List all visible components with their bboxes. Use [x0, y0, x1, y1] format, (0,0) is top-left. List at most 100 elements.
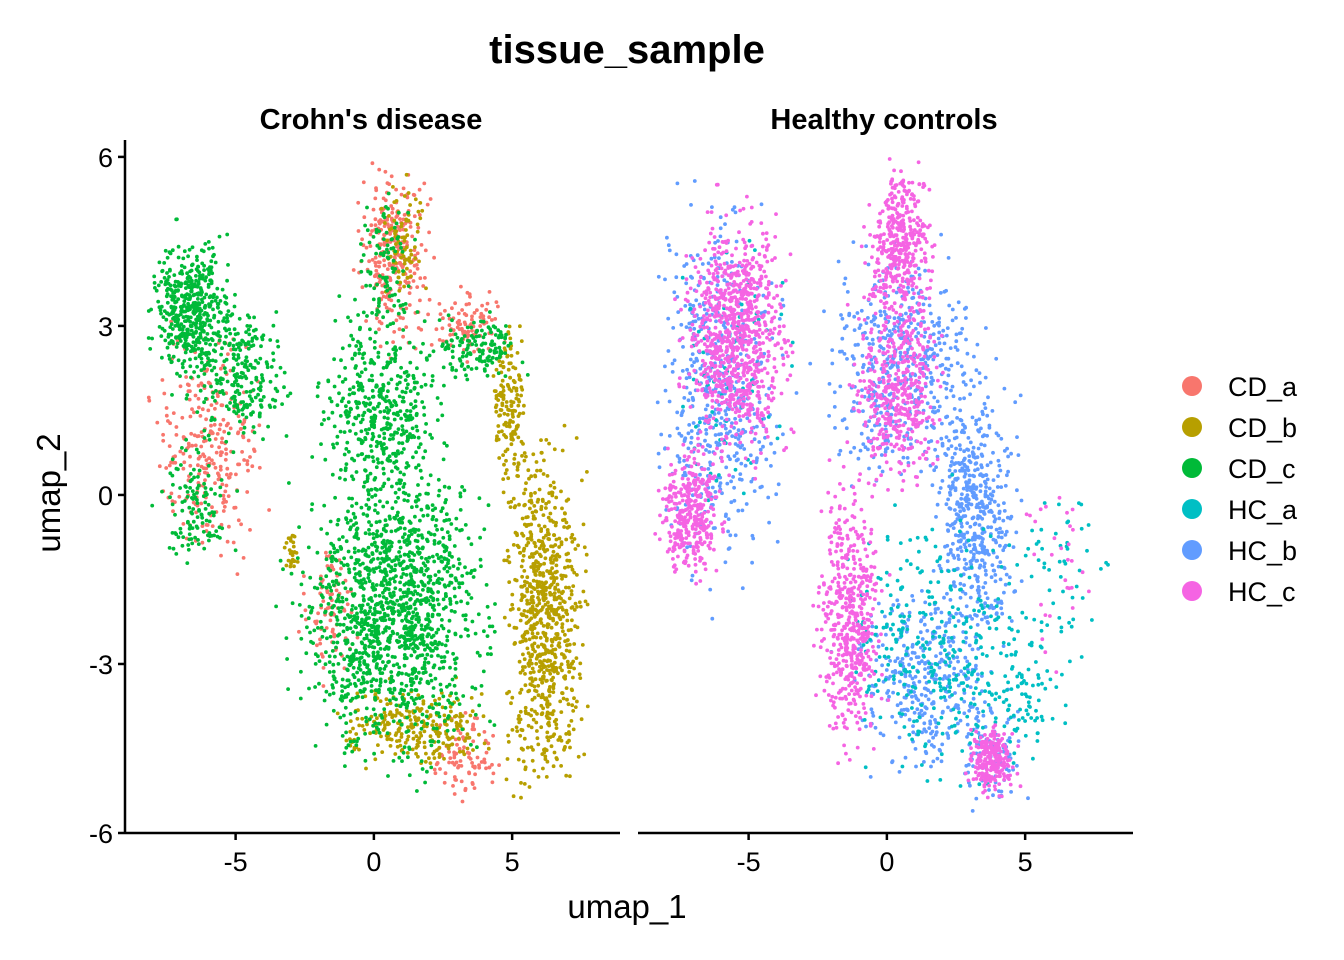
data-point-cd-b: [532, 567, 536, 572]
data-point-cd-c: [493, 333, 498, 337]
data-point-cd-c: [371, 651, 376, 656]
data-point-cd-a: [166, 419, 170, 423]
data-point-cd-c: [504, 332, 508, 337]
data-point-cd-c: [406, 637, 411, 642]
data-point-cd-c: [425, 567, 430, 571]
data-point-cd-a: [412, 248, 417, 253]
data-point-cd-c: [361, 400, 366, 405]
data-point-cd-c: [431, 514, 436, 519]
data-point-cd-c: [388, 680, 393, 685]
data-point-cd-c: [346, 509, 350, 514]
data-point-cd-c: [397, 478, 402, 483]
data-point-cd-c: [170, 248, 175, 253]
data-point-cd-c: [408, 413, 413, 418]
data-point-cd-c: [274, 373, 279, 378]
data-point-cd-a: [443, 771, 448, 776]
data-point-cd-b: [555, 552, 560, 557]
data-point-cd-c: [348, 712, 353, 716]
data-point-cd-c: [453, 632, 458, 637]
data-point-cd-b: [572, 642, 577, 646]
data-point-cd-b: [494, 396, 499, 401]
data-point-cd-c: [305, 625, 309, 630]
data-point-cd-c: [374, 583, 379, 587]
data-point-cd-c: [165, 345, 170, 350]
data-point-cd-a: [404, 325, 409, 329]
data-point-cd-b: [519, 746, 524, 751]
data-point-cd-c: [194, 267, 199, 272]
data-point-cd-c: [221, 319, 226, 323]
data-point-cd-c: [354, 501, 359, 506]
data-point-cd-b: [584, 569, 588, 574]
data-point-cd-a: [324, 626, 329, 630]
data-point-cd-b: [552, 447, 557, 452]
data-point-cd-c: [443, 500, 448, 505]
data-point-cd-c: [405, 646, 410, 650]
data-point-cd-c: [482, 367, 487, 371]
data-point-cd-b: [502, 411, 507, 416]
data-point-cd-b: [522, 403, 526, 408]
data-point-cd-a: [174, 425, 179, 429]
data-point-cd-c: [446, 346, 451, 351]
data-point-cd-c: [261, 437, 265, 442]
data-point-cd-c: [367, 628, 372, 632]
data-point-cd-c: [170, 305, 174, 310]
data-point-cd-b: [527, 555, 532, 559]
data-point-cd-c: [423, 647, 427, 652]
data-point-cd-c: [378, 683, 382, 688]
data-point-cd-c: [194, 278, 199, 283]
data-point-cd-c: [406, 590, 411, 595]
data-point-cd-c: [376, 355, 381, 359]
data-point-cd-a: [225, 466, 230, 471]
data-point-cd-c: [376, 727, 381, 732]
data-point-cd-b: [536, 538, 541, 543]
data-point-cd-c: [416, 435, 421, 440]
data-point-cd-c: [461, 613, 466, 618]
data-point-cd-c: [397, 665, 402, 670]
data-point-cd-b: [535, 621, 540, 625]
data-point-cd-b: [568, 745, 572, 750]
data-point-cd-b: [520, 639, 525, 644]
data-point-cd-c: [429, 627, 434, 632]
data-point-cd-c: [405, 434, 410, 439]
data-point-cd-c: [208, 534, 212, 538]
data-point-cd-c: [359, 505, 364, 510]
data-point-cd-c: [350, 696, 355, 701]
data-point-cd-b: [416, 717, 421, 722]
data-point-cd-c: [178, 374, 182, 378]
data-point-cd-c: [345, 520, 350, 525]
data-point-cd-c: [202, 384, 207, 388]
data-point-cd-c: [280, 402, 284, 406]
data-point-cd-a: [188, 463, 193, 468]
data-point-cd-b: [575, 573, 579, 577]
data-point-cd-c: [232, 394, 237, 399]
data-point-cd-c: [387, 437, 392, 442]
data-point-cd-b: [411, 736, 416, 741]
data-point-cd-c: [351, 630, 355, 634]
data-point-cd-a: [167, 463, 172, 468]
data-point-cd-a: [415, 285, 420, 289]
data-point-cd-a: [479, 760, 484, 764]
data-point-cd-b: [379, 734, 383, 739]
data-point-cd-a: [231, 540, 236, 545]
data-point-cd-c: [381, 504, 386, 509]
data-point-cd-a: [186, 441, 191, 446]
data-point-cd-c: [344, 641, 348, 646]
data-point-cd-a: [324, 550, 328, 555]
data-point-cd-b: [479, 692, 484, 696]
data-point-cd-c: [420, 641, 424, 645]
data-point-cd-c: [202, 323, 207, 327]
data-point-cd-b: [582, 545, 587, 550]
data-point-cd-a: [369, 223, 374, 228]
data-point-cd-c: [440, 527, 444, 532]
data-point-cd-b: [522, 657, 527, 662]
data-point-cd-c: [203, 490, 208, 495]
data-point-cd-b: [525, 601, 530, 606]
data-point-cd-c: [185, 292, 190, 297]
data-point-cd-a: [226, 352, 230, 356]
data-point-cd-c: [367, 427, 371, 431]
data-point-cd-c: [359, 429, 364, 434]
data-point-cd-c: [425, 643, 429, 647]
data-point-cd-c: [470, 342, 475, 347]
data-point-cd-a: [351, 268, 356, 272]
data-point-cd-c: [468, 571, 473, 575]
